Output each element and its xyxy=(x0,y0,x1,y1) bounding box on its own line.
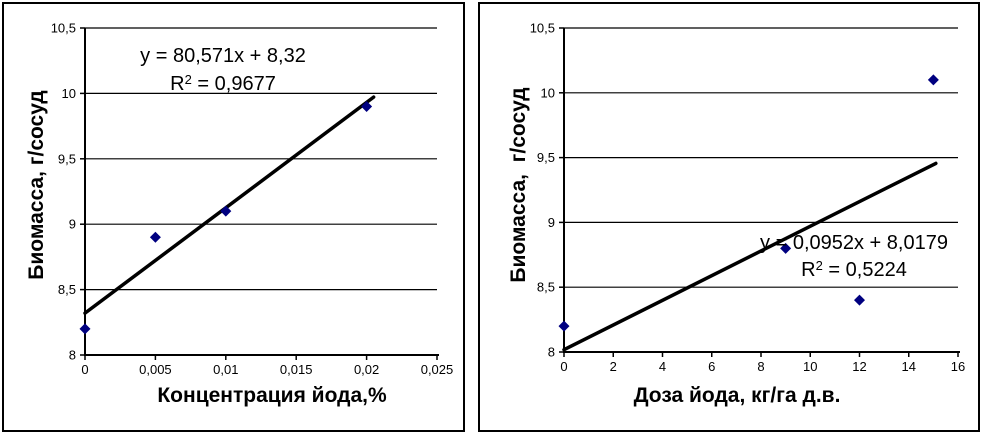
y-tick-label: 10 xyxy=(62,86,76,101)
x-tick-label: 2 xyxy=(610,359,617,374)
y-tick-label: 10 xyxy=(541,85,555,100)
data-point-marker xyxy=(927,74,939,86)
trendline-r-squared: R2 = 0,5224 xyxy=(801,258,907,281)
y-tick-label: 9 xyxy=(548,215,555,230)
trendline-equation: y = 0,0952x + 8,0179 xyxy=(760,232,948,254)
y-tick-label: 9 xyxy=(69,217,76,232)
x-tick-label: 0,015 xyxy=(280,362,313,377)
trendline xyxy=(83,95,376,315)
x-tick-label: 0,02 xyxy=(354,362,379,377)
chart-right: 0 2 4 6 8 10 12 14 16 8 8,5 9 9,5 10 10,5 Биомасса, г/… xyxy=(478,2,980,432)
trendline xyxy=(562,161,938,352)
trendline-equation: y = 80,571x + 8,32 xyxy=(140,45,306,67)
trendline-label: y = 0,0952x + 8,0179 R2 = 0,5224 xyxy=(760,230,948,284)
x-tick-label: 0,005 xyxy=(139,362,172,377)
y-tick-label: 9,5 xyxy=(58,151,76,166)
trendline-label: y = 80,571x + 8,32 R2 = 0,9677 xyxy=(140,42,306,98)
y-tick-label: 10,5 xyxy=(51,21,76,36)
x-tick-label: 12 xyxy=(852,359,866,374)
y-tick-label: 8,5 xyxy=(58,282,76,297)
x-tick-label: 10 xyxy=(803,359,817,374)
y-axis-title: Биомасса, г/сосуд xyxy=(25,90,48,280)
y-axis-title: Биомасса, г/сосуд xyxy=(507,87,530,283)
x-axis-title: Доза йода, кг/га д.в. xyxy=(633,384,841,407)
trendline-r-squared: R2 = 0,9677 xyxy=(170,72,276,95)
y-tick-label: 9,5 xyxy=(537,150,555,165)
x-tick-label: 0,01 xyxy=(213,362,238,377)
data-point-marker xyxy=(780,242,792,254)
x-tick-label: 0,025 xyxy=(421,362,454,377)
x-tick-label: 0 xyxy=(560,359,567,374)
data-point-marker xyxy=(79,323,91,335)
data-point-marker xyxy=(220,205,232,217)
x-tick-label: 8 xyxy=(757,359,764,374)
x-tick-label: 6 xyxy=(708,359,715,374)
y-tick-label: 10,5 xyxy=(530,21,555,36)
chart-left: 0 0,005 0,01 0,015 0,02 0,025 8 8,5 9 9,5 10 10,5 Б… xyxy=(2,2,465,432)
data-point-marker xyxy=(854,294,865,306)
data-point-marker xyxy=(149,231,161,243)
x-tick-label: 14 xyxy=(902,359,916,374)
y-tick-label: 8,5 xyxy=(537,280,555,295)
x-tick-label: 4 xyxy=(659,359,666,374)
y-tick-label: 8 xyxy=(69,348,76,363)
chart-right-plot-svg: 0 2 4 6 8 10 12 14 16 8 8,5 9 9,5 10 10,5 xyxy=(530,21,966,375)
chart-left-plot-svg: 0 0,005 0,01 0,015 0,02 0,025 8 8,5 9 9,5 10 10,5 xyxy=(51,21,454,378)
x-tick-label: 0 xyxy=(81,362,88,377)
y-tick-label: 8 xyxy=(548,345,555,360)
data-point-marker xyxy=(558,320,570,332)
data-point-marker xyxy=(361,100,373,112)
x-axis-title: Концентрация йода,% xyxy=(157,384,387,407)
x-tick-label: 16 xyxy=(951,359,965,374)
